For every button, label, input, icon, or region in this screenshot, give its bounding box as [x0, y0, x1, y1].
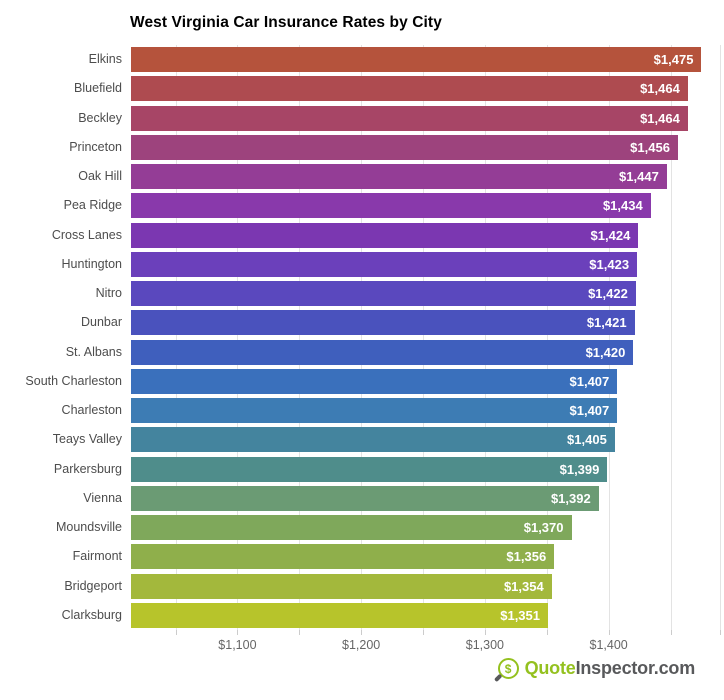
- brand-text-secondary: Inspector.com: [575, 658, 696, 678]
- gridline: [608, 45, 610, 630]
- city-label: Bridgeport: [64, 578, 122, 593]
- bar-value-label: $1,351: [500, 607, 540, 623]
- city-label: Fairmont: [72, 549, 122, 564]
- bar-value-label: $1,434: [602, 198, 643, 214]
- axis-tick: [720, 630, 721, 635]
- bar: $1,464: [131, 76, 688, 102]
- bar: $1,370: [131, 515, 572, 541]
- city-label: Nitro: [95, 286, 122, 301]
- bar: $1,405: [131, 427, 615, 453]
- gridline: [670, 45, 672, 630]
- bar: $1,424: [131, 222, 639, 248]
- watermark-brand: $ QuoteInspector.com: [497, 658, 696, 679]
- city-label: Bluefield: [74, 81, 122, 96]
- axis-tick: [361, 630, 363, 635]
- gridline: [299, 45, 301, 630]
- bar: $1,421: [131, 310, 635, 336]
- city-label: Cross Lanes: [51, 227, 122, 242]
- axis-tick: [546, 630, 548, 635]
- gridline: [361, 45, 363, 630]
- chart-title: West Virginia Car Insurance Rates by Cit…: [130, 14, 442, 31]
- city-label: Elkins: [88, 52, 122, 67]
- bar-value-label: $1,422: [588, 286, 628, 302]
- bar-value-label: $1,407: [569, 403, 610, 419]
- brand-text: QuoteInspector.com: [524, 658, 696, 679]
- y-axis-category-labels: Elkins Bluefield Beckley Princeton Oak Hill P…: [0, 45, 122, 630]
- x-axis-ticks: [131, 630, 721, 636]
- bar-value-label: $1,424: [590, 227, 631, 243]
- gridline: [720, 45, 721, 630]
- x-axis-labels: $1,100 $1,200 $1,300 $1,400: [131, 638, 720, 654]
- axis-tick: [484, 630, 486, 635]
- bar-value-label: $1,475: [653, 52, 694, 68]
- axis-tick: [237, 630, 239, 635]
- city-label: Vienna: [83, 490, 122, 505]
- bar-value-label: $1,407: [569, 373, 610, 389]
- bar: $1,475: [131, 47, 702, 73]
- gridline: [175, 45, 177, 630]
- bar-value-label: $1,370: [523, 520, 564, 536]
- bar: $1,422: [131, 281, 636, 307]
- axis-tick: [608, 630, 610, 635]
- bar: $1,456: [131, 134, 678, 160]
- gridline: [484, 45, 486, 630]
- gridline: [237, 45, 239, 630]
- x-axis-label: $1,400: [589, 638, 628, 652]
- axis-tick: [670, 630, 672, 635]
- axis-tick: [175, 630, 177, 635]
- bar: $1,434: [131, 193, 651, 219]
- bar-value-label: $1,420: [585, 344, 626, 360]
- bar: $1,464: [131, 105, 688, 131]
- city-label: Huntington: [61, 256, 122, 271]
- bar-value-label: $1,421: [586, 315, 627, 331]
- bar-value-label: $1,464: [640, 110, 680, 126]
- city-label: South Charleston: [25, 373, 122, 388]
- axis-tick: [299, 630, 301, 635]
- bar: $1,351: [131, 602, 548, 628]
- bar: $1,399: [131, 456, 608, 482]
- bar-value-label: $1,405: [567, 432, 607, 448]
- bar-value-label: $1,356: [506, 549, 547, 565]
- bar-value-label: $1,423: [589, 256, 630, 272]
- city-label: Dunbar: [81, 315, 122, 330]
- bar: $1,420: [131, 339, 634, 365]
- city-label: Pea Ridge: [63, 198, 122, 213]
- axis-tick: [423, 630, 425, 635]
- magnifier-dollar-icon: $: [497, 658, 519, 679]
- city-label: Beckley: [78, 110, 122, 125]
- bar: $1,354: [131, 573, 552, 599]
- city-label: St. Albans: [65, 344, 122, 359]
- city-label: Teays Valley: [52, 432, 122, 447]
- bar: $1,407: [131, 398, 618, 424]
- x-axis-label: $1,300: [465, 638, 505, 652]
- city-label: Clarksburg: [61, 607, 122, 622]
- city-label: Parkersburg: [53, 461, 122, 476]
- bar: $1,392: [131, 485, 599, 511]
- city-label: Oak Hill: [78, 169, 122, 184]
- x-axis-label: $1,200: [342, 638, 381, 652]
- bar-value-label: $1,392: [550, 490, 591, 506]
- brand-text-primary: Quote: [524, 658, 576, 678]
- city-label: Moundsville: [55, 520, 122, 535]
- gridline: [546, 45, 548, 630]
- bar-value-label: $1,464: [640, 81, 680, 97]
- bar: $1,423: [131, 251, 638, 277]
- bar: $1,447: [131, 164, 667, 190]
- bar: $1,356: [131, 544, 555, 570]
- bar-value-label: $1,354: [503, 578, 544, 594]
- city-label: Charleston: [61, 403, 122, 418]
- x-axis-label: $1,100: [218, 638, 257, 652]
- bar-value-label: $1,447: [619, 169, 659, 185]
- city-label: Princeton: [69, 139, 122, 154]
- gridline: [423, 45, 425, 630]
- plot-area: $1,475 $1,464 $1,464 $1,456 $1,447 $1,434 $1,4…: [131, 45, 721, 630]
- bar: $1,407: [131, 368, 618, 394]
- bar-value-label: $1,399: [559, 461, 600, 477]
- bar-value-label: $1,456: [630, 139, 670, 155]
